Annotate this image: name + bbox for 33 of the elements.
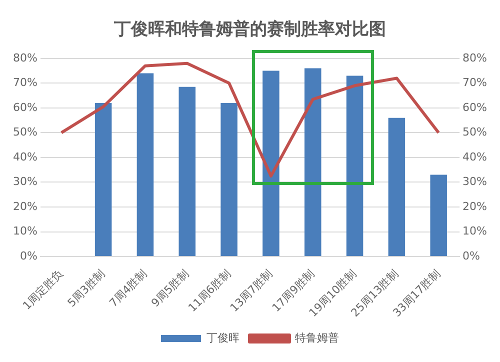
x-tick-label: 1周定胜负: [20, 267, 66, 312]
y2-tick-label: 30%: [462, 175, 488, 188]
y2-tick-label: 40%: [462, 150, 488, 164]
y-tick-label: 60%: [12, 100, 38, 114]
y2-tick-label: 80%: [462, 51, 488, 64]
bar: [346, 76, 364, 256]
bar: [136, 73, 154, 256]
y2-tick-label: 10%: [462, 224, 488, 238]
y2-tick-label: 70%: [462, 76, 488, 90]
bar: [178, 86, 196, 256]
bar: [94, 102, 112, 256]
y-tick-label: 30%: [12, 175, 38, 188]
y-tick-label: 70%: [12, 76, 38, 90]
y2-tick-label: 60%: [462, 100, 488, 114]
bar: [388, 118, 406, 256]
bar: [220, 102, 238, 256]
y2-tick-label: 50%: [462, 126, 488, 139]
chart-title: 丁俊晖和特鲁姆普的赛制胜率对比图: [113, 18, 386, 40]
y-tick-label: 0%: [20, 249, 38, 262]
y-tick-label: 40%: [12, 150, 38, 164]
bar: [430, 174, 447, 256]
x-tick-label: 7周4胜制: [106, 267, 150, 310]
x-tick-label: 5周3胜制: [65, 267, 108, 310]
bar: [262, 70, 280, 256]
y2-tick-label: 20%: [462, 200, 488, 213]
y-tick-label: 50%: [12, 126, 38, 139]
y-tick-label: 80%: [12, 51, 38, 64]
y-tick-label: 10%: [12, 224, 38, 238]
y2-tick-label: 0%: [462, 249, 480, 262]
bar: [304, 68, 322, 256]
legend-label: 特鲁姆普: [295, 331, 339, 344]
y-tick-label: 20%: [12, 200, 38, 213]
legend-label: 丁俊晖: [206, 331, 240, 344]
